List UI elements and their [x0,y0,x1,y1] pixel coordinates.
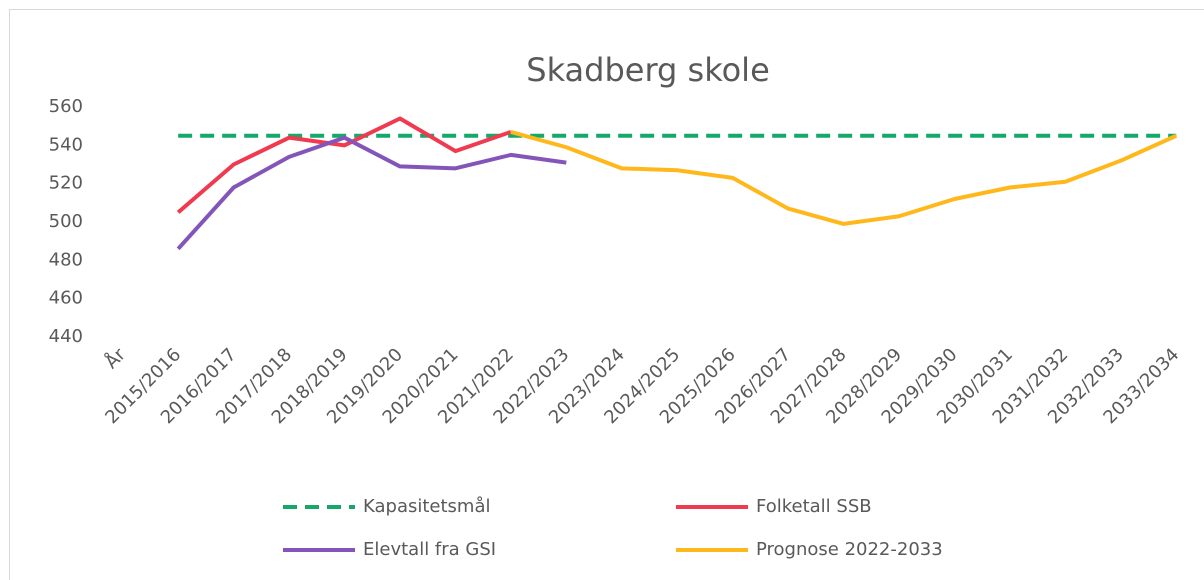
y-tick-label: 500 [49,211,83,232]
y-tick-label: 560 [49,96,83,117]
chart-border [9,9,1204,580]
y-tick-label: 520 [49,173,83,194]
chart-title: Skadberg skole [526,51,770,89]
y-tick-label: 540 [49,134,83,155]
y-tick-label: 480 [49,249,83,270]
series-line [176,135,567,251]
y-tick-label: 460 [49,288,83,309]
series-line [510,129,1178,226]
series-line [176,116,512,214]
legend-label: Elevtall fra GSI [363,539,496,560]
legend-label: Prognose 2022-2033 [756,539,943,560]
y-tick-label: 440 [49,326,83,347]
legend-label: Kapasitetsmål [363,496,491,517]
legend-label: Folketall SSB [756,496,872,517]
